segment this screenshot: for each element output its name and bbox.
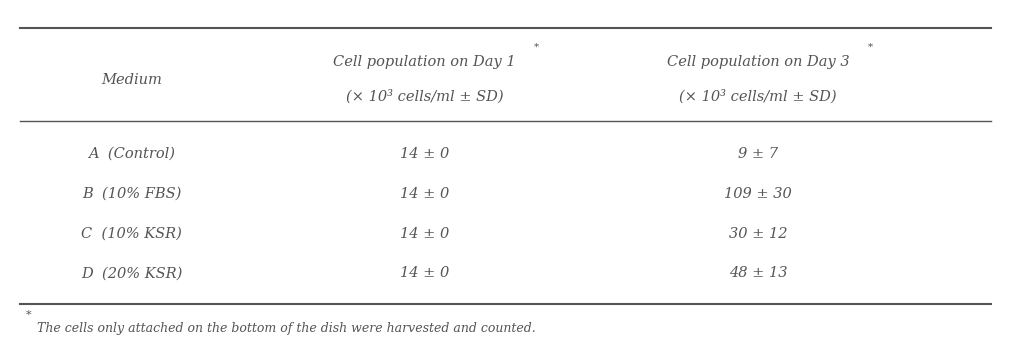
Text: Medium: Medium <box>101 73 162 86</box>
Text: 14 ± 0: 14 ± 0 <box>400 227 449 240</box>
Text: (× 10³ cells/ml ± SD): (× 10³ cells/ml ± SD) <box>679 90 837 104</box>
Text: 30 ± 12: 30 ± 12 <box>729 227 788 240</box>
Text: Cell population on Day 3: Cell population on Day 3 <box>667 55 849 69</box>
Text: D  (20% KSR): D (20% KSR) <box>81 266 182 280</box>
Text: 14 ± 0: 14 ± 0 <box>400 147 449 161</box>
Text: *: * <box>867 43 872 52</box>
Text: *: * <box>534 43 539 52</box>
Text: B  (10% FBS): B (10% FBS) <box>82 187 181 201</box>
Text: 109 ± 30: 109 ± 30 <box>724 187 793 201</box>
Text: 14 ± 0: 14 ± 0 <box>400 187 449 201</box>
Text: (× 10³ cells/ml ± SD): (× 10³ cells/ml ± SD) <box>346 90 503 104</box>
Text: Cell population on Day 1: Cell population on Day 1 <box>334 55 516 69</box>
Text: *: * <box>25 310 31 320</box>
Text: The cells only attached on the bottom of the dish were harvested and counted.: The cells only attached on the bottom of… <box>37 322 536 335</box>
Text: C  (10% KSR): C (10% KSR) <box>81 227 182 240</box>
Text: A  (Control): A (Control) <box>88 147 175 161</box>
Text: 48 ± 13: 48 ± 13 <box>729 266 788 280</box>
Text: 14 ± 0: 14 ± 0 <box>400 266 449 280</box>
Text: 9 ± 7: 9 ± 7 <box>738 147 778 161</box>
